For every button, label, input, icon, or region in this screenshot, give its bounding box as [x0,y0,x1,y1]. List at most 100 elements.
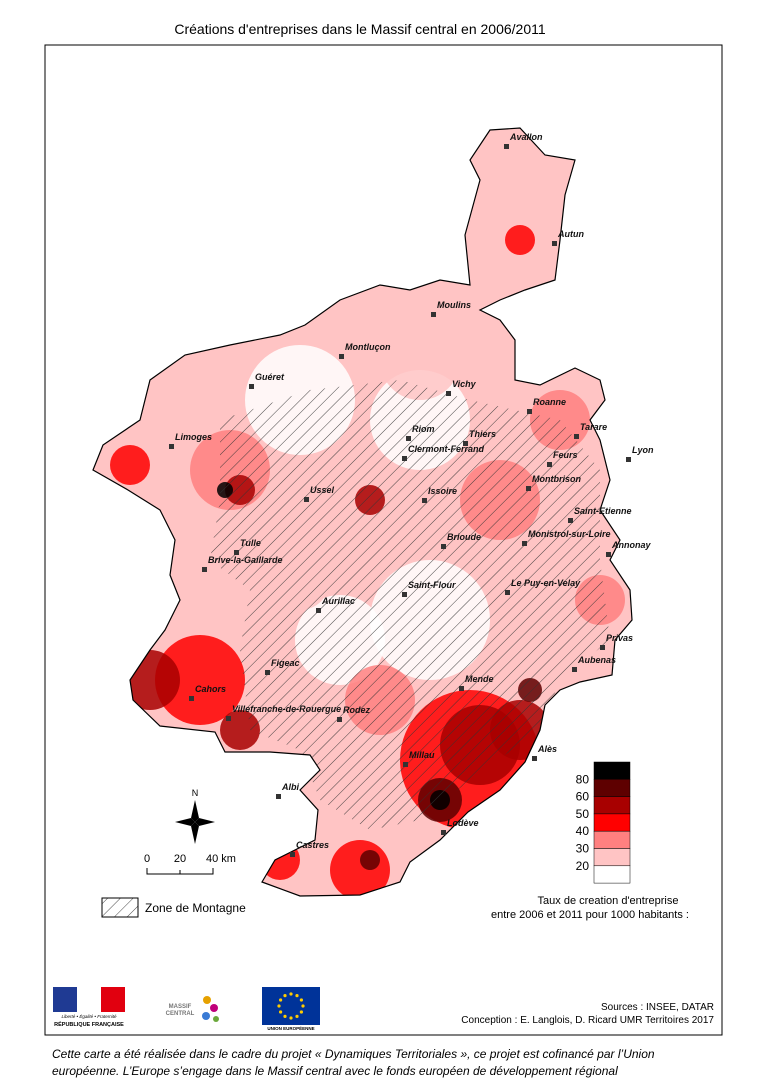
city-marker [265,670,270,675]
city-marker [316,608,321,613]
mountain-zone [210,380,610,830]
rf-label: RÉPUBLIQUE FRANÇAISE [54,1020,124,1028]
eu-star [279,1010,283,1014]
legend-swatch [593,779,631,797]
city-marker [234,550,239,555]
sources: Sources : INSEE, DATAR [601,1002,714,1013]
city-label: Saint-Etienne [574,506,632,516]
eu-label: UNION EUROPÉENNE [267,1024,314,1031]
legend-swatch [593,761,631,780]
density-patch [330,840,390,896]
cities: Avallon Autun Moulins Montluçon Guéret Vichy R… [169,132,654,857]
city-label: Brive-la-Gaillarde [208,555,283,565]
city-marker [568,518,573,523]
city-marker [422,498,427,503]
city-marker [249,384,254,389]
legend: 80 60 50 40 30 20 [576,761,631,884]
city-marker [402,456,407,461]
massif-label: CENTRAL [166,1011,195,1017]
city-label: Figeac [271,658,300,668]
city-label: Avallon [509,132,543,142]
city-marker [202,567,207,572]
city-label: Villefranche-de-Rouergue [232,704,341,714]
city-marker [446,391,451,396]
footer-note: Cette carte a été réalisée dans le cadre… [52,1047,655,1061]
city-label: Alès [537,744,557,754]
credits: Conception : E. Langlois, D. Ricard UMR … [461,1015,714,1026]
legend-break: 80 [576,772,590,786]
logo-rf: Liberté • Égalité • Fraternité RÉPUBLIQU… [53,987,125,1028]
city-marker [526,486,531,491]
north-label: N [192,788,199,798]
city-label: Brioude [447,532,481,542]
city-marker [226,716,231,721]
city-label: Clermont-Ferrand [408,444,485,454]
city-marker [459,686,464,691]
title: Créations d'entreprises dans le Massif c… [174,21,546,37]
city-label: Limoges [175,432,212,442]
city-marker [431,312,436,317]
legend-break: 50 [576,807,590,821]
footer-note: européenne. L’Europe s’engage dans le Ma… [52,1064,618,1078]
city-label: Vichy [452,379,477,389]
scale-bar: 0 20 40 km [144,853,236,875]
city-label: Privas [606,633,633,643]
city-label: Moulins [437,300,471,310]
city-marker [574,434,579,439]
density-patch [260,840,300,880]
scale-label: 40 km [206,853,236,865]
city-marker [504,144,509,149]
city-label: Issoire [428,486,457,496]
city-marker [505,590,510,595]
logo-eu: UNION EUROPÉENNE [262,987,320,1031]
city-marker [337,717,342,722]
city-label: Roanne [533,397,566,407]
city-marker [626,457,631,462]
city-marker [547,462,552,467]
city-label: Monistrol-sur-Loire [528,529,611,539]
city-label: Guéret [255,372,285,382]
city-label: Thiers [469,429,496,439]
city-marker [600,645,605,650]
density-patch [505,225,535,255]
eu-star [289,992,293,996]
city-label: Rodez [343,705,371,715]
city-label: Millau [409,750,435,760]
scale-label: 20 [174,853,186,865]
city-label: Feurs [553,450,578,460]
legend-swatch [593,813,631,832]
city-marker [304,497,309,502]
city-label: Albi [281,782,299,792]
legend-break: 30 [576,842,590,856]
city-label: Cahors [195,684,226,694]
city-marker [441,830,446,835]
eu-star [299,1010,303,1014]
legend-break: 20 [576,859,590,873]
zone-legend: Zone de Montagne [101,897,246,918]
city-label: Castres [296,840,329,850]
city-marker [406,436,411,441]
city-label: Lyon [632,445,654,455]
region-outline [92,127,633,897]
city-marker [532,756,537,761]
city-label: Saint-Flour [408,580,456,590]
legend-swatch [593,848,631,867]
city-label: Aubenas [577,655,616,665]
eu-star [289,1016,293,1020]
map [92,127,633,897]
eu-star [277,1004,281,1008]
legend-break: 60 [576,790,590,804]
city-marker [169,444,174,449]
legend-swatch [593,830,631,849]
city-marker [572,667,577,672]
frame [44,44,723,1036]
city-label: Tarare [580,422,607,432]
city-label: Montbrison [532,474,581,484]
eu-star [295,1014,299,1018]
legend-caption: entre 2006 et 2011 pour 1000 habitants : [491,909,689,921]
massif-label: MASSIF [169,1004,192,1010]
city-marker [403,762,408,767]
city-marker [276,794,281,799]
eu-star [301,1004,305,1008]
